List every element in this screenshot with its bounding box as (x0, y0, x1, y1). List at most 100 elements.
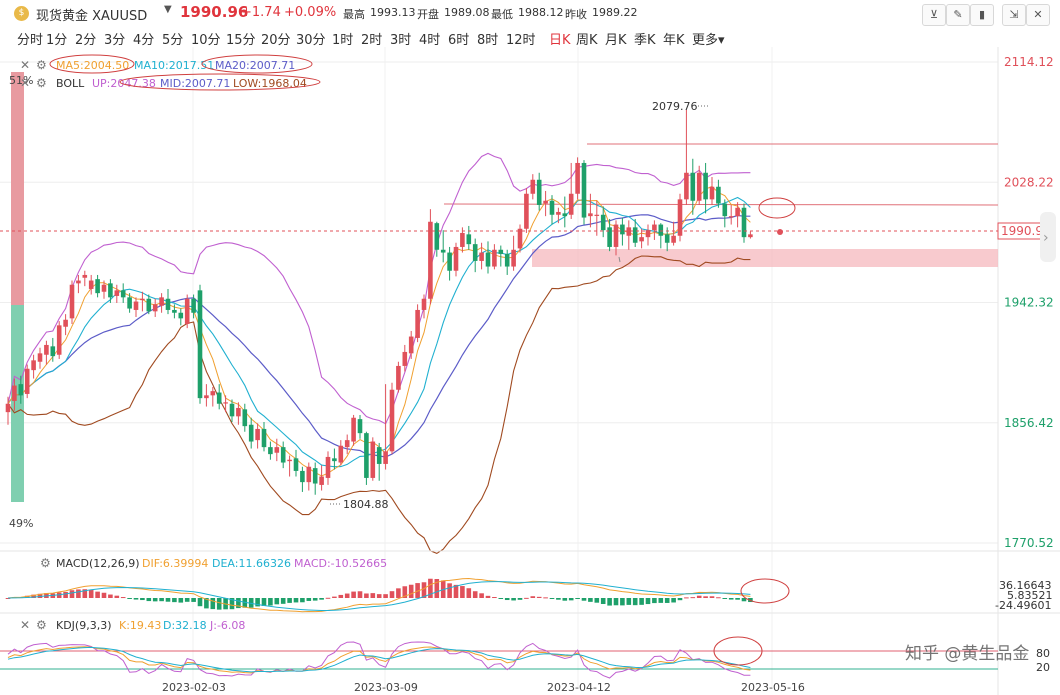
candle-body (325, 456, 331, 478)
high-value: 1993.13 (370, 6, 416, 19)
tab-1[interactable]: 1分 (46, 33, 68, 48)
tab-9[interactable]: 30分 (296, 33, 326, 48)
collapse-icon[interactable]: ⇲ (1002, 4, 1026, 26)
macd-bar (274, 598, 280, 605)
candle-body (594, 214, 600, 216)
macd-dif-label: DIF:6.39994 (142, 557, 208, 570)
candle-body (312, 468, 318, 484)
candle-body (357, 419, 363, 434)
macd-bar (626, 598, 632, 605)
edit-icon[interactable]: ✎ (946, 4, 970, 26)
settings-icon[interactable]: ⚙ (36, 76, 47, 90)
kdj-d-line (7, 646, 751, 673)
candle-body (140, 298, 145, 301)
high-annotation: 2079.76 (652, 100, 698, 113)
boll-low-label: LOW:1968.04 (233, 77, 307, 90)
candle-body (709, 186, 715, 200)
settings-icon[interactable]: ⚙ (40, 556, 51, 570)
candle-body (741, 207, 747, 238)
tab-4[interactable]: 4分 (133, 33, 155, 48)
macd-bar (108, 594, 113, 598)
macd-name: MACD(12,26,9) (56, 557, 140, 570)
tab-19[interactable]: 月K (605, 33, 627, 48)
macd-bar (152, 598, 158, 602)
macd-bar (268, 598, 273, 606)
candle-body (440, 249, 446, 253)
candle-body (300, 470, 305, 483)
settings-icon[interactable]: ⚙ (36, 618, 47, 632)
tab-3[interactable]: 3分 (104, 33, 126, 48)
chart-area[interactable]: 2114.12 2028.22 1942.32 1856.42 1770.52 2023… (0, 47, 1060, 695)
close-indicator-icon[interactable]: ✕ (20, 58, 30, 72)
candle-body (511, 249, 516, 267)
tab-15[interactable]: 8时 (477, 33, 499, 48)
tab-18[interactable]: 周K (576, 33, 598, 48)
tab-13[interactable]: 4时 (419, 33, 441, 48)
candle-body (236, 407, 241, 417)
candle-body (716, 186, 721, 204)
candle-body (453, 246, 459, 271)
tab-6[interactable]: 10分 (191, 33, 221, 48)
candle-body (120, 290, 126, 298)
macd-bar (204, 598, 209, 609)
highlight-circle (201, 54, 313, 74)
candle-body (421, 298, 427, 310)
date-axis: 2023-02-03 2023-03-09 2023-04-12 2023-05-16 (162, 681, 805, 694)
candle-body (76, 280, 81, 284)
chevron-down-icon[interactable]: ▼ (164, 4, 172, 15)
candle-body (402, 351, 408, 366)
candle-body (632, 227, 638, 243)
macd-bar (453, 584, 459, 598)
candle-body (677, 199, 683, 236)
tab-20[interactable]: 季K (634, 33, 656, 48)
tab-2[interactable]: 2分 (75, 33, 97, 48)
macd-bar (255, 598, 260, 607)
tab-8[interactable]: 20分 (261, 33, 291, 48)
candle-body (37, 353, 43, 362)
candle-body (735, 207, 740, 217)
macd-bar (556, 598, 561, 600)
tab-0[interactable]: 分时 (17, 33, 44, 48)
settings-icon[interactable]: ⚙ (36, 58, 47, 72)
macd-bar (460, 586, 465, 598)
symbol-name[interactable]: 现货黄金 XAUUSD (36, 9, 148, 24)
candle-body (255, 428, 260, 441)
last-price-tag-text: 1990.96 (1001, 224, 1051, 238)
candle-body (248, 424, 254, 442)
candle-body (684, 172, 689, 200)
side-panel-toggle[interactable] (1040, 212, 1056, 262)
tab-10[interactable]: 1时 (332, 33, 354, 48)
macd-bar (140, 598, 145, 601)
candle-body (159, 297, 164, 306)
close-indicator-icon[interactable]: ✕ (20, 618, 30, 632)
tab-21[interactable]: 年K (663, 33, 685, 48)
close-icon[interactable]: ✕ (1026, 4, 1050, 26)
candle-body (197, 290, 203, 399)
macd-bar (248, 598, 254, 608)
macd-bar (216, 598, 222, 610)
candle-style-icon[interactable]: ▮ (970, 4, 994, 26)
macd-dea-label: DEA:11.66326 (212, 557, 291, 570)
boll-name: BOLL (56, 77, 85, 90)
macd-bar (178, 598, 184, 603)
tab-11[interactable]: 2时 (361, 33, 383, 48)
tab-17[interactable]: 日K (549, 33, 571, 48)
tab-7[interactable]: 15分 (226, 33, 256, 48)
highlight-circle (740, 578, 790, 604)
candle-body (56, 325, 62, 355)
draw-line-icon[interactable]: ⊻ (922, 4, 946, 26)
tab-16[interactable]: 12时 (506, 33, 536, 48)
tab-12[interactable]: 3时 (390, 33, 412, 48)
macd-bar (95, 591, 100, 598)
tab-22[interactable]: 更多▾ (692, 33, 725, 48)
close-indicator-icon[interactable]: ✕ (20, 76, 30, 90)
kdj-j-label: J:-6.08 (209, 619, 245, 632)
tab-5[interactable]: 5分 (162, 33, 184, 48)
x-tick-label: 2023-04-12 (547, 681, 611, 694)
candle-body (658, 224, 664, 236)
tab-14[interactable]: 6时 (448, 33, 470, 48)
candle-body (408, 336, 414, 354)
candle-body (696, 172, 702, 201)
candle-body (216, 392, 222, 404)
chevron-right-icon[interactable]: › (1043, 230, 1049, 246)
